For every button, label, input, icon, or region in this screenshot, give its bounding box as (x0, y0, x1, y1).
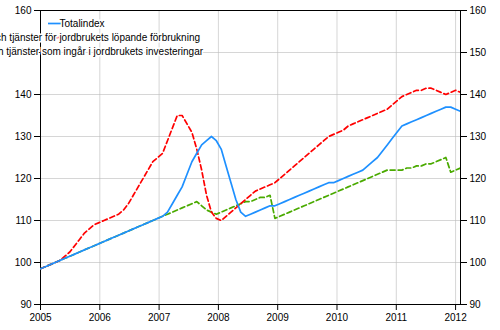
svg-text:2011: 2011 (386, 312, 408, 323)
svg-text:90: 90 (20, 299, 32, 310)
svg-text:150: 150 (470, 47, 487, 58)
svg-text:2008: 2008 (207, 312, 230, 323)
svg-text:2010: 2010 (326, 312, 349, 323)
svg-text:90: 90 (470, 299, 482, 310)
svg-text:Varor och tjänster för jordbru: Varor och tjänster för jordbrukets löpan… (0, 32, 200, 43)
svg-text:130: 130 (470, 131, 487, 142)
svg-text:2007: 2007 (148, 312, 171, 323)
svg-text:2012: 2012 (444, 312, 467, 323)
svg-text:140: 140 (15, 89, 32, 100)
svg-text:110: 110 (16, 215, 32, 226)
svg-text:Totalindex: Totalindex (59, 18, 104, 29)
svg-text:140: 140 (470, 89, 487, 100)
svg-text:100: 100 (15, 257, 32, 268)
svg-text:2009: 2009 (267, 312, 290, 323)
svg-text:Varor och tjänster som ingår i: Varor och tjänster som ingår i jordbruke… (0, 46, 204, 57)
svg-text:100: 100 (470, 257, 487, 268)
svg-text:160: 160 (470, 5, 487, 16)
svg-text:160: 160 (15, 5, 32, 16)
svg-text:110: 110 (470, 215, 486, 226)
svg-text:120: 120 (470, 173, 487, 184)
svg-text:2005: 2005 (29, 312, 52, 323)
svg-text:120: 120 (15, 173, 32, 184)
svg-text:130: 130 (15, 131, 32, 142)
svg-text:2006: 2006 (89, 312, 112, 323)
